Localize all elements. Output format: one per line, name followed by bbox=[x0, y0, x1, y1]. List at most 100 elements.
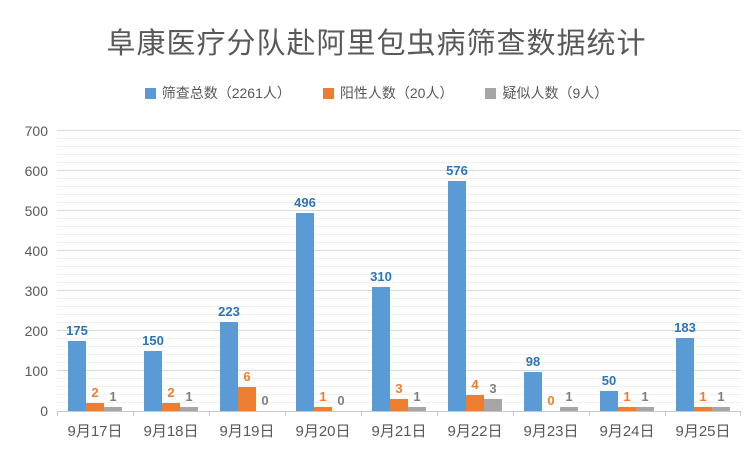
bar-screened bbox=[220, 321, 238, 411]
bar-count bbox=[484, 399, 502, 411]
legend-swatch-blue-icon bbox=[144, 87, 156, 99]
bar-value-label: 1 bbox=[565, 389, 573, 404]
bar-with-label: 576 bbox=[446, 131, 468, 411]
gridline bbox=[57, 138, 741, 139]
x-axis-category-label: 9月21日 bbox=[371, 423, 427, 440]
bar-value-label: 150 bbox=[142, 333, 164, 348]
legend-label: 疑似人数（9人） bbox=[502, 85, 609, 101]
bar-with-label: 1 bbox=[636, 131, 654, 411]
bar-group: 496 1 0 bbox=[285, 131, 361, 411]
bar-with-label: 2 bbox=[86, 131, 104, 411]
gridline bbox=[57, 378, 741, 379]
y-axis-tick-label: 600 bbox=[24, 163, 48, 179]
gridline bbox=[57, 202, 741, 203]
gridline bbox=[57, 354, 741, 355]
bar-value-label: 2 bbox=[91, 385, 99, 400]
axis-tick bbox=[132, 411, 134, 416]
bar-value-label: 1 bbox=[413, 389, 421, 404]
bar-value-label: 98 bbox=[525, 353, 541, 369]
bar-with-label: 175 bbox=[66, 131, 88, 411]
bar-with-label: 1 bbox=[314, 131, 332, 411]
bar-value-label: 1 bbox=[109, 389, 117, 404]
bar-with-label: 50 bbox=[600, 131, 618, 411]
legend-item-screened: 筛查总数（2261人） bbox=[144, 83, 291, 103]
y-axis-labels: 0 100 200 300 400 500 600 700 bbox=[0, 124, 48, 418]
legend-label: 筛查总数（2261人） bbox=[161, 85, 291, 101]
gridline bbox=[57, 282, 741, 283]
axis-tick bbox=[664, 411, 666, 416]
legend-item-suspected: 疑似人数（9人） bbox=[485, 83, 608, 103]
y-axis-tick-label: 400 bbox=[24, 243, 48, 259]
bar-with-label: 1 bbox=[618, 131, 636, 411]
y-axis-tick-label: 700 bbox=[24, 123, 48, 139]
gridline bbox=[57, 226, 741, 227]
gridline bbox=[57, 338, 741, 339]
axis-tick bbox=[284, 411, 286, 416]
bar-value-label: 1 bbox=[699, 389, 707, 404]
bar-screened bbox=[600, 391, 618, 411]
bar-value-label: 223 bbox=[218, 303, 240, 319]
x-axis-category-label: 9月19日 bbox=[219, 423, 275, 440]
gridline bbox=[57, 242, 741, 243]
bar-screened bbox=[68, 341, 86, 411]
bar-value-label: 0 bbox=[337, 393, 345, 408]
bar-count bbox=[560, 407, 578, 411]
legend-item-positive: 阳性人数（20人） bbox=[322, 83, 454, 103]
legend: 筛查总数（2261人） 阳性人数（20人） 疑似人数（9人） bbox=[0, 83, 753, 103]
bar-with-label: 1 bbox=[180, 131, 198, 411]
bar-count bbox=[694, 407, 712, 411]
bar-count bbox=[636, 407, 654, 411]
gridline bbox=[57, 346, 741, 347]
bar-value-label: 0 bbox=[547, 393, 555, 408]
bar-with-label: 98 bbox=[524, 131, 542, 411]
bar-group: 50 1 1 bbox=[589, 131, 665, 411]
bar-value-label: 2 bbox=[167, 385, 175, 400]
bar-count bbox=[180, 407, 198, 411]
bar-count bbox=[408, 407, 426, 411]
gridline bbox=[57, 146, 741, 147]
bar-with-label: 1 bbox=[694, 131, 712, 411]
axis-tick bbox=[208, 411, 210, 416]
bar-with-label: 0 bbox=[542, 131, 560, 411]
bar-value-label: 175 bbox=[66, 323, 88, 338]
bar-value-label: 6 bbox=[243, 369, 251, 384]
gridline bbox=[57, 162, 741, 163]
gridline bbox=[57, 130, 741, 131]
bar-with-label: 1 bbox=[560, 131, 578, 411]
x-axis-labels: 9月17日 9月18日 9月19日 9月20日 9月21日 9月22日 9月23日 9月24日… bbox=[57, 420, 741, 441]
bar-count bbox=[390, 399, 408, 411]
y-axis-tick-label: 200 bbox=[24, 323, 48, 339]
bar-value-label: 310 bbox=[370, 269, 392, 284]
bar-count bbox=[466, 395, 484, 411]
gridline bbox=[57, 322, 741, 323]
bar-count bbox=[712, 407, 730, 411]
gridline bbox=[57, 194, 741, 195]
bar-with-label: 223 bbox=[218, 131, 240, 411]
bar-value-label: 1 bbox=[717, 389, 725, 404]
bar-screened bbox=[676, 337, 694, 411]
gridline bbox=[57, 298, 741, 299]
chart-title: 阜康医疗分队赴阿里包虫病筛查数据统计 bbox=[106, 26, 647, 60]
y-axis-tick-label: 500 bbox=[24, 203, 48, 219]
bar-group: 175 2 1 bbox=[57, 131, 133, 411]
x-axis-line bbox=[57, 411, 741, 412]
bar-count bbox=[104, 407, 122, 411]
axis-tick bbox=[589, 411, 590, 416]
bar-count bbox=[162, 403, 180, 411]
bar-value-label: 50 bbox=[601, 373, 617, 388]
gridline bbox=[57, 186, 741, 187]
bar-value-label: 3 bbox=[395, 381, 403, 396]
gridline bbox=[57, 250, 741, 251]
bar-with-label: 1 bbox=[408, 131, 426, 411]
axis-tick bbox=[512, 411, 514, 416]
legend-swatch-orange-icon bbox=[322, 87, 334, 99]
bar-count bbox=[86, 403, 104, 411]
bar-with-label: 150 bbox=[142, 131, 164, 411]
bar-value-label: 4 bbox=[471, 377, 479, 392]
bar-value-label: 3 bbox=[489, 381, 497, 396]
x-axis-category-label: 9月24日 bbox=[599, 423, 655, 440]
bar-count bbox=[618, 407, 636, 411]
legend-label: 阳性人数（20人） bbox=[339, 85, 454, 101]
bar-count bbox=[238, 387, 256, 411]
bar-with-label: 2 bbox=[162, 131, 180, 411]
